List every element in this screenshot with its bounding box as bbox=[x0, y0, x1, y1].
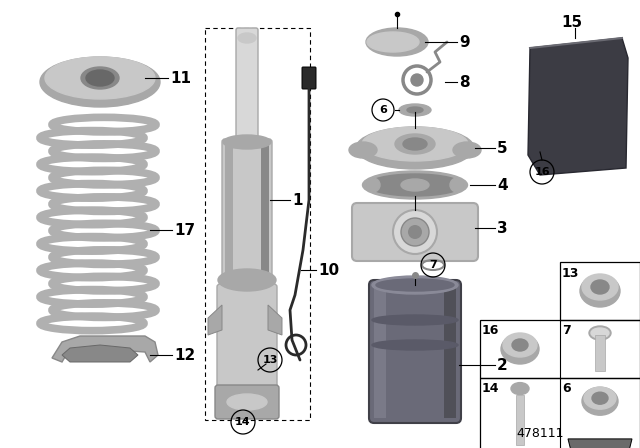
Text: 8: 8 bbox=[459, 74, 470, 90]
Text: 15: 15 bbox=[561, 14, 582, 30]
FancyBboxPatch shape bbox=[352, 203, 478, 261]
Ellipse shape bbox=[227, 394, 267, 410]
Ellipse shape bbox=[591, 280, 609, 294]
FancyBboxPatch shape bbox=[215, 385, 279, 419]
Ellipse shape bbox=[403, 138, 427, 150]
Bar bbox=[225, 142, 233, 290]
Ellipse shape bbox=[372, 276, 458, 294]
Text: 478111: 478111 bbox=[516, 427, 564, 440]
Bar bbox=[595, 335, 605, 371]
Ellipse shape bbox=[395, 134, 435, 154]
Bar bbox=[205, 28, 310, 420]
Ellipse shape bbox=[584, 387, 616, 409]
Text: 6: 6 bbox=[379, 105, 387, 115]
FancyBboxPatch shape bbox=[217, 284, 277, 403]
Bar bbox=[480, 378, 640, 448]
Circle shape bbox=[450, 178, 464, 192]
Ellipse shape bbox=[362, 171, 467, 199]
Polygon shape bbox=[528, 38, 628, 175]
Text: 16: 16 bbox=[482, 324, 499, 337]
Ellipse shape bbox=[366, 28, 428, 56]
Text: 14: 14 bbox=[235, 417, 251, 427]
Ellipse shape bbox=[407, 107, 423, 113]
Ellipse shape bbox=[45, 57, 155, 99]
Text: 10: 10 bbox=[318, 263, 339, 277]
Text: 16: 16 bbox=[534, 167, 550, 177]
FancyBboxPatch shape bbox=[236, 28, 258, 147]
Ellipse shape bbox=[503, 333, 537, 357]
Ellipse shape bbox=[40, 57, 160, 107]
Polygon shape bbox=[268, 305, 282, 335]
Ellipse shape bbox=[356, 127, 474, 169]
Polygon shape bbox=[208, 305, 222, 335]
Ellipse shape bbox=[580, 275, 620, 307]
Ellipse shape bbox=[582, 387, 618, 415]
Text: 1: 1 bbox=[292, 193, 303, 207]
Circle shape bbox=[393, 210, 437, 254]
Text: 4: 4 bbox=[497, 177, 508, 193]
Ellipse shape bbox=[592, 392, 608, 404]
Text: 14: 14 bbox=[482, 382, 499, 395]
Text: 5: 5 bbox=[497, 141, 508, 155]
Text: 13: 13 bbox=[262, 355, 278, 365]
Text: 6: 6 bbox=[562, 382, 571, 395]
Text: 12: 12 bbox=[174, 348, 195, 362]
Ellipse shape bbox=[376, 279, 454, 291]
Bar bbox=[444, 285, 456, 418]
Ellipse shape bbox=[367, 32, 419, 52]
Text: 2: 2 bbox=[497, 358, 508, 372]
FancyBboxPatch shape bbox=[222, 139, 272, 293]
FancyBboxPatch shape bbox=[369, 280, 461, 423]
Ellipse shape bbox=[218, 269, 276, 291]
Ellipse shape bbox=[86, 70, 114, 86]
Circle shape bbox=[366, 178, 380, 192]
Ellipse shape bbox=[362, 127, 468, 161]
Text: 9: 9 bbox=[459, 34, 470, 49]
Ellipse shape bbox=[591, 328, 609, 338]
Ellipse shape bbox=[223, 135, 271, 149]
Text: 13: 13 bbox=[562, 267, 579, 280]
Text: 7: 7 bbox=[429, 260, 437, 270]
Bar bbox=[516, 395, 524, 444]
Polygon shape bbox=[52, 336, 158, 362]
Ellipse shape bbox=[81, 67, 119, 89]
Bar bbox=[480, 320, 640, 378]
Ellipse shape bbox=[367, 174, 463, 196]
Ellipse shape bbox=[372, 340, 458, 350]
Circle shape bbox=[401, 218, 429, 246]
Ellipse shape bbox=[511, 383, 529, 395]
Ellipse shape bbox=[453, 142, 481, 158]
Circle shape bbox=[411, 74, 423, 86]
Polygon shape bbox=[568, 439, 632, 448]
Ellipse shape bbox=[401, 179, 429, 191]
Ellipse shape bbox=[399, 104, 431, 116]
Ellipse shape bbox=[501, 334, 539, 364]
Ellipse shape bbox=[349, 142, 377, 158]
Text: 3: 3 bbox=[497, 220, 508, 236]
Text: 17: 17 bbox=[174, 223, 195, 237]
Bar bbox=[560, 262, 640, 320]
FancyBboxPatch shape bbox=[302, 67, 316, 89]
Circle shape bbox=[408, 225, 422, 239]
Text: 11: 11 bbox=[170, 70, 191, 86]
Bar bbox=[261, 142, 269, 290]
Ellipse shape bbox=[582, 274, 618, 300]
Polygon shape bbox=[62, 345, 138, 362]
Ellipse shape bbox=[589, 326, 611, 340]
Bar bbox=[374, 285, 386, 418]
Ellipse shape bbox=[238, 33, 256, 43]
Ellipse shape bbox=[512, 339, 528, 351]
Text: 7: 7 bbox=[562, 324, 571, 337]
Ellipse shape bbox=[372, 315, 458, 325]
